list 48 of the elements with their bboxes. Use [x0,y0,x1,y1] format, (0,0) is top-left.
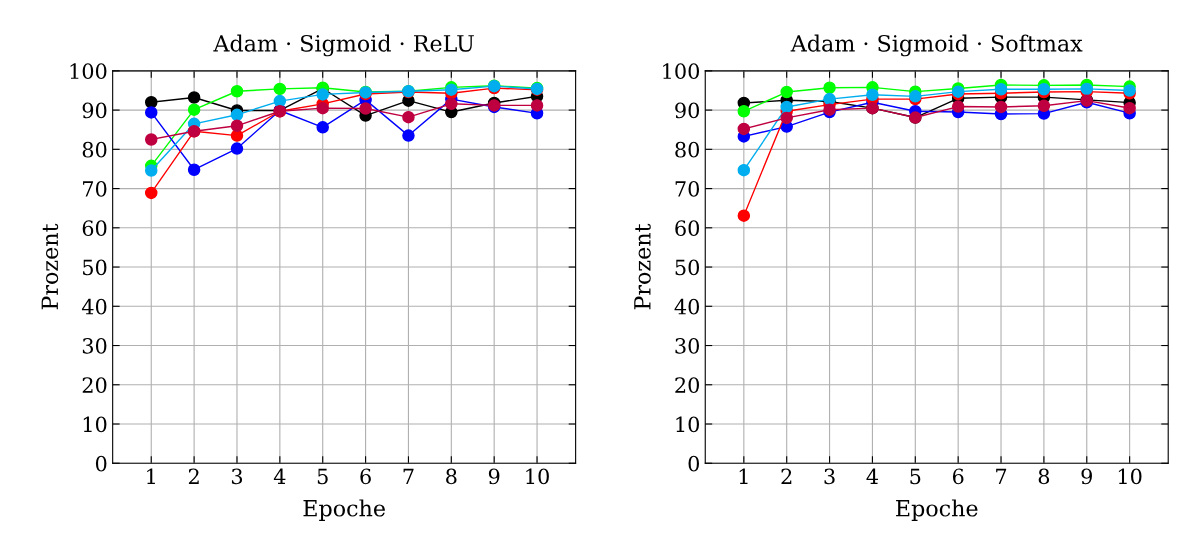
y-tick-label: 0 [95,455,107,472]
y-tick-label: 60 [82,220,107,237]
y-tick-label: 30 [675,337,700,354]
x-tick-label: 2 [188,468,199,484]
y-tick-label: 70 [83,181,107,197]
x-tick-label: 10 [1118,468,1142,485]
x-tick-label: 7 [403,468,414,484]
y-tick-label: 100 [663,63,700,80]
x-tick-label: 9 [488,468,500,485]
x-tick-label: 9 [1081,468,1092,485]
x-tick-label: 3 [824,468,835,485]
x-tick-label: 3 [231,468,243,485]
y-tick-label: 50 [83,259,107,276]
x-tick-label: 1 [147,468,155,484]
y-tick-label: 0 [688,455,700,472]
y-tick-label: 90 [82,102,107,119]
x-tick-label: 8 [446,468,457,485]
x-tick-label: 5 [317,468,328,485]
y-tick-label: 10 [676,416,700,433]
x-tick-label: 7 [996,468,1007,484]
chart-title: Adam · Sigmoid · Softmax [790,34,1083,57]
y-axis-title: Prozent [634,223,651,310]
chart-title: Adam · Sigmoid · ReLU [213,34,474,57]
y-tick-label: 80 [82,141,107,158]
x-tick-label: 6 [952,468,964,485]
y-tick-label: 60 [675,220,700,237]
x-axis-title: Epoche [303,499,385,521]
y-tick-label: 20 [82,377,107,393]
x-tick-label: 5 [910,468,921,485]
y-tick-label: 20 [675,377,700,393]
y-tick-label: 30 [82,337,107,354]
x-axis-title: Epoche [896,499,978,521]
y-tick-label: 100 [70,63,107,80]
x-tick-label: 2 [781,468,792,484]
x-tick-label: 1 [739,468,748,484]
y-axis-title: Prozent [41,223,59,310]
x-tick-label: 10 [526,468,549,485]
x-tick-label: 8 [1038,468,1050,485]
y-tick-label: 50 [675,259,700,276]
y-tick-label: 40 [81,298,107,315]
y-tick-label: 80 [675,141,700,158]
x-tick-label: 6 [360,468,371,485]
x-tick-label: 4 [273,468,286,484]
y-tick-label: 70 [675,181,700,197]
x-tick-label: 4 [866,468,879,484]
y-tick-label: 90 [675,102,700,119]
y-tick-label: 40 [674,298,700,315]
y-tick-label: 10 [83,416,107,433]
